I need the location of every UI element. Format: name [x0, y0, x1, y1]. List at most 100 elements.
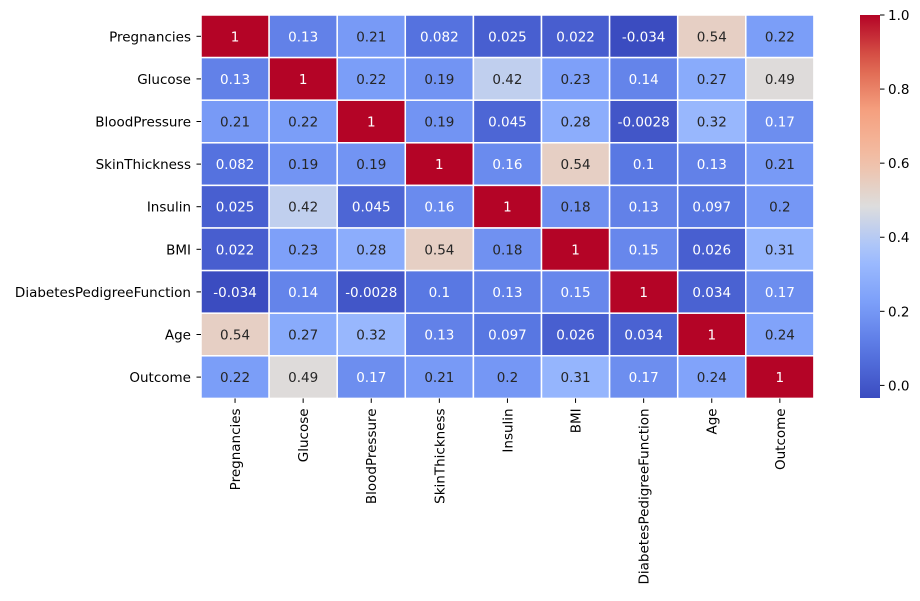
column-label: BloodPressure	[364, 408, 380, 504]
cell-value-label: 0.42	[492, 72, 522, 88]
cell-value-label: 0.21	[356, 29, 386, 45]
heatmap-cell	[540, 184, 611, 229]
row-label: Pregnancies	[109, 29, 191, 45]
cell-value-label: 0.18	[492, 242, 522, 258]
cell-value-label: 0.21	[424, 370, 454, 386]
heatmap-cell	[200, 312, 270, 357]
cell-value-label: 0.13	[220, 72, 250, 88]
column-labels: Pregnancies Glucose BloodPressure SkinThick…	[228, 398, 789, 584]
heatmap-cell	[200, 142, 270, 187]
row-label: Glucose	[137, 72, 191, 88]
cell-value-label: 0.13	[424, 328, 454, 344]
cell-value-label: 0.32	[697, 115, 727, 131]
cell-value-label: 0.22	[356, 72, 386, 88]
heatmap-cell	[268, 14, 338, 59]
cell-value-label: 0.22	[765, 29, 795, 45]
column-label: Glucose	[296, 408, 312, 462]
heatmap-cell	[540, 227, 611, 272]
cell-value-label: 1	[503, 200, 512, 216]
cell-value-label: 0.1	[633, 157, 654, 173]
cell-value-label: 0.23	[288, 242, 318, 258]
cell-value-label: 0.13	[697, 157, 727, 173]
heatmap-cell	[472, 312, 543, 357]
colorbar-tick-label: 1.0	[888, 8, 909, 24]
cell-value-label: 0.24	[765, 328, 795, 344]
colorbar-tick-label: 0.8	[888, 82, 909, 98]
heatmap-cell	[745, 312, 815, 357]
heatmap-cell	[268, 227, 338, 272]
cell-value-label: 0.2	[497, 370, 518, 386]
cell-value-label: 0.42	[288, 200, 318, 216]
cell-value-label: 0.21	[220, 115, 250, 131]
cell-value-label: 0.045	[352, 200, 391, 216]
colorbar-gradient	[860, 15, 880, 398]
heatmap-cell	[404, 227, 475, 272]
cell-value-label: 0.1	[429, 285, 450, 301]
heatmap-cell	[608, 312, 679, 357]
colorbar-tick-label: 0.4	[888, 230, 909, 246]
cell-value-label: 0.54	[220, 328, 250, 344]
row-label: Age	[165, 328, 191, 344]
cell-value-label: 1	[707, 328, 716, 344]
cell-value-label: 0.19	[288, 157, 318, 173]
heatmap-cell	[336, 99, 407, 144]
cell-value-label: 0.13	[629, 200, 659, 216]
cell-value-label: 0.32	[356, 328, 386, 344]
cell-value-label: 1	[299, 72, 308, 88]
cell-value-label: 0.17	[356, 370, 386, 386]
heatmap-cell	[540, 14, 611, 59]
heatmap-cell	[745, 99, 815, 144]
column-label: Pregnancies	[228, 408, 244, 490]
row-label: DiabetesPedigreeFunction	[15, 285, 191, 301]
row-label: BMI	[166, 242, 191, 258]
heatmap-cell	[268, 99, 338, 144]
cell-value-label: 0.19	[424, 72, 454, 88]
cell-value-label: 0.16	[492, 157, 522, 173]
heatmap-cell	[200, 355, 270, 400]
cell-value-label: 0.2	[769, 200, 790, 216]
cell-value-label: 0.49	[765, 72, 795, 88]
heatmap-cell	[472, 355, 543, 400]
cell-value-label: 0.28	[561, 115, 591, 131]
cell-value-label: 0.23	[561, 72, 591, 88]
heatmap-cell	[472, 269, 543, 314]
heatmap-cell	[745, 227, 815, 272]
cell-value-label: 0.27	[288, 328, 318, 344]
heatmap-cell	[745, 56, 815, 101]
column-label: Age	[705, 408, 721, 434]
heatmap-cell	[472, 56, 543, 101]
heatmap-cell	[745, 355, 815, 400]
cell-value-label: 0.31	[765, 242, 795, 258]
colorbar-tick-label: 0.2	[888, 304, 909, 320]
heatmap-cell	[745, 184, 815, 229]
cell-value-label: 1	[776, 370, 785, 386]
cell-value-label: 0.27	[697, 72, 727, 88]
heatmap-cell	[608, 269, 679, 314]
cell-value-label: 0.22	[220, 370, 250, 386]
cell-value-label: 0.18	[561, 200, 591, 216]
cell-value-label: 0.54	[561, 157, 591, 173]
heatmap-cell	[404, 355, 475, 400]
row-labels: Pregnancies Glucose BloodPressure SkinThick…	[15, 29, 201, 386]
heatmap-cell	[608, 56, 679, 101]
heatmap-cell	[472, 99, 543, 144]
heatmap-cell	[268, 142, 338, 187]
cell-value-label: 0.21	[765, 157, 795, 173]
row-label: Insulin	[147, 200, 191, 216]
cell-value-label: 0.31	[561, 370, 591, 386]
heatmap-cell	[472, 227, 543, 272]
cell-value-label: 1	[367, 115, 376, 131]
cell-value-label: 1	[639, 285, 648, 301]
colorbar: 0.0 0.2 0.4 0.6 0.8 1.0	[860, 8, 909, 398]
heatmap-cell	[200, 227, 270, 272]
cell-value-label: 0.24	[697, 370, 727, 386]
cell-value-label: -0.0028	[618, 115, 670, 131]
colorbar-tick-label: 0.0	[888, 378, 909, 394]
column-label: Insulin	[500, 408, 516, 452]
cell-value-label: 0.15	[561, 285, 591, 301]
cell-value-label: 0.15	[629, 242, 659, 258]
heatmap-cell	[404, 99, 475, 144]
cell-value-label: 0.022	[556, 29, 595, 45]
cell-value-label: 0.14	[288, 285, 318, 301]
